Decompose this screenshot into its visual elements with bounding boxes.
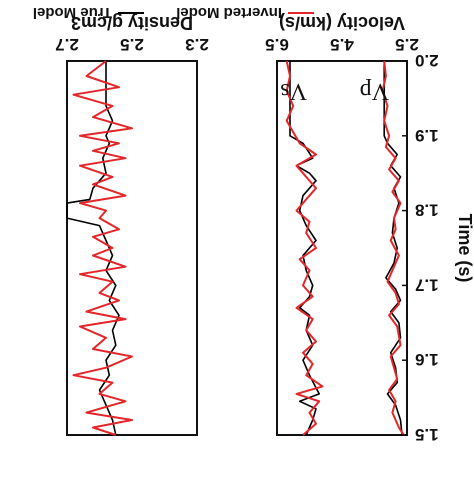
velocity-x-tick-label: 6.5 — [265, 35, 289, 54]
true-model-legend-label: True Model — [33, 4, 112, 21]
inverted-model-density-line — [72, 60, 133, 436]
figure-content: 1.51.61.71.81.92.02.54.56.52.32.52.7 Vs V… — [33, 4, 474, 444]
y-tick-label: 1.5 — [415, 425, 439, 444]
y-tick-label: 1.9 — [415, 126, 439, 145]
curve-annotations: Vs Vp — [280, 78, 389, 104]
density-x-tick-label: 2.5 — [120, 35, 144, 54]
y-tick-label: 1.8 — [415, 201, 439, 220]
legend: Inverted Model True Model — [33, 4, 314, 21]
velocity-axis-label: Velocity (km/s) — [279, 13, 405, 33]
density-axis-label: Density g/cm3 — [71, 13, 193, 33]
curves — [66, 60, 405, 436]
inverted-model-vp-line — [285, 60, 324, 436]
density-x-tick-label: 2.7 — [55, 35, 79, 54]
y-tick-label: 1.6 — [415, 350, 439, 369]
velocity-x-tick-label: 2.5 — [395, 35, 419, 54]
density-x-tick-label: 2.3 — [185, 35, 209, 54]
inverted-model-vs-line — [381, 60, 405, 436]
annotation-vp: Vp — [360, 78, 389, 104]
y-tick-label: 2.0 — [415, 51, 439, 70]
density-plot-frame — [66, 60, 198, 436]
y-tick-label: 1.7 — [415, 275, 439, 294]
inverted-model-legend-label: Inverted Model — [176, 4, 282, 21]
time-axis-label: Time (s) — [455, 214, 474, 283]
velocity-x-tick-label: 4.5 — [330, 35, 354, 54]
velocity-plot-frame — [276, 60, 408, 436]
annotation-vs: Vs — [280, 78, 307, 104]
true-model-vs-line — [383, 61, 403, 436]
tick-labels: 1.51.61.71.81.92.02.54.56.52.32.52.7 — [55, 35, 438, 444]
